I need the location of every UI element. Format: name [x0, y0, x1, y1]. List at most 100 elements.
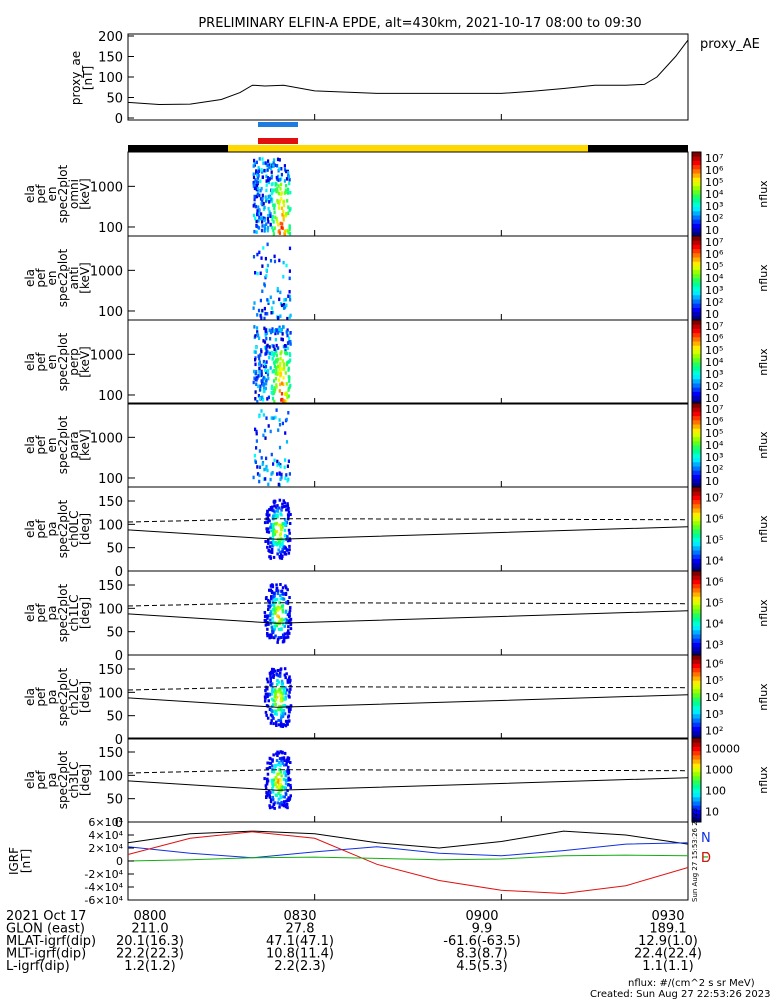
- pitch-angle-cell: [275, 752, 278, 756]
- pitch-angle-cell: [275, 543, 279, 547]
- pitch-angle-cell: [289, 678, 292, 682]
- igrf-N-line: [127, 830, 689, 849]
- spectrogram-cell: [289, 340, 292, 344]
- colorbar-segment: [692, 718, 701, 723]
- spectrogram-cell: [254, 427, 257, 432]
- pitch-angle-cell: [274, 541, 277, 544]
- pitch-angle-cell: [279, 763, 282, 767]
- spectrogram-cell: [280, 303, 284, 308]
- spectrogram-cell: [274, 337, 277, 342]
- anti-loss-cone-line: [127, 602, 689, 607]
- spectrogram-cell: [283, 363, 286, 367]
- panel-ylabel: spec2plot: [56, 499, 70, 558]
- pitch-angle-cell: [288, 611, 291, 615]
- science-bar-blue: [258, 122, 298, 127]
- spectrogram-cell: [288, 385, 291, 389]
- pitch-angle-cell: [282, 618, 285, 622]
- panel-ytick-label: 150: [98, 663, 123, 678]
- colorbar-segment: [692, 805, 701, 810]
- colorbar-tick-label: 10⁶: [705, 248, 724, 261]
- footer-value: 22.2(22.3): [116, 947, 184, 962]
- pitch-angle-cell: [282, 499, 285, 503]
- colorbar-segment: [692, 424, 701, 429]
- spectrogram-cell: [264, 311, 267, 316]
- spectrogram-cell: [288, 315, 291, 319]
- spectrogram-cell: [252, 172, 255, 176]
- pitch-angle-cell: [277, 778, 280, 782]
- spectrogram-cell: [271, 327, 274, 331]
- spectrogram-cell: [283, 164, 286, 168]
- igrf-legend-d: D: [701, 851, 711, 866]
- spectrogram-cell: [278, 167, 281, 171]
- colorbar-tick-label: 10²: [705, 725, 723, 738]
- colorbar-segment: [692, 709, 701, 715]
- colorbar-tick-label: 10³: [705, 708, 723, 721]
- spectrogram-cell: [254, 271, 257, 275]
- igrf-D-line: [127, 831, 689, 895]
- pitch-angle-cell: [266, 761, 269, 765]
- spectrogram-cell: [265, 349, 268, 353]
- pitch-angle-cell: [269, 612, 272, 616]
- spectrogram-cell: [271, 471, 274, 475]
- pitch-angle-cell: [272, 523, 275, 526]
- pitch-angle-cell: [283, 534, 287, 538]
- panel-ylabel: ch1LC: [67, 595, 81, 632]
- spectrogram-cell: [263, 326, 266, 331]
- igrf-ylabel: [nT]: [19, 849, 33, 873]
- pitch-angle-cell: [265, 622, 269, 626]
- spectrogram-cell: [255, 219, 258, 224]
- panel-ylabel: pa: [45, 606, 59, 621]
- colorbar-segment: [692, 617, 701, 622]
- pitch-angle-cell: [269, 541, 273, 545]
- colorbar-tick-label: 10⁴: [705, 618, 724, 631]
- colorbar-tick-label: 10⁶: [705, 513, 724, 526]
- spectrogram-cell: [275, 408, 278, 412]
- spectrogram-cell: [256, 313, 259, 317]
- spectrogram-cell: [285, 330, 288, 334]
- spectrogram-cell: [280, 192, 283, 196]
- spectrogram-cell: [277, 223, 280, 227]
- spectrogram-cell: [274, 181, 277, 186]
- spectrogram-cell: [263, 386, 266, 391]
- pitch-angle-cell: [267, 598, 270, 602]
- pitch-angle-cell: [279, 778, 282, 782]
- spectrogram-cell: [269, 429, 272, 434]
- colorbar-segment: [692, 215, 701, 220]
- pitch-angle-cell: [279, 523, 282, 527]
- colorbar-tick-label: 10⁵: [705, 534, 723, 547]
- colorbar-tick-label: 10⁶: [705, 332, 724, 345]
- colorbar-segment: [692, 432, 701, 438]
- spectrogram-cell: [263, 382, 266, 386]
- spectrogram-cell: [259, 314, 262, 318]
- spectrogram-cell: [280, 371, 283, 376]
- spectrogram-cell: [270, 452, 273, 457]
- colorbar-segment: [692, 349, 701, 355]
- pitch-angle-cell: [266, 632, 269, 635]
- pitch-angle-cell: [277, 688, 281, 692]
- pitch-angle-cell: [283, 624, 286, 628]
- spectrogram-cell: [276, 472, 279, 476]
- proxy-ae-ytick-label: 200: [98, 30, 123, 45]
- spectrogram-cell: [254, 334, 257, 338]
- pitch-angle-cell: [276, 763, 280, 767]
- pitch-angle-cell: [271, 600, 275, 604]
- pitch-angle-cell: [267, 527, 270, 531]
- pitch-angle-cell: [275, 724, 278, 727]
- pitch-angle-cell: [280, 713, 283, 717]
- spectrogram-cell: [272, 391, 276, 395]
- spectrogram-cell: [282, 215, 285, 219]
- spectrogram-cell: [256, 330, 259, 334]
- spectrogram-cell: [277, 482, 280, 487]
- colorbar-label: nflux: [757, 264, 770, 292]
- pitch-angle-cell: [276, 513, 279, 517]
- pitch-angle-cell: [280, 627, 283, 631]
- colorbar-segment: [692, 160, 701, 166]
- spectrogram-cell: [258, 414, 261, 419]
- pitch-angle-cell: [273, 499, 276, 503]
- spectrogram-cell: [261, 220, 264, 224]
- pitch-angle-cell: [281, 750, 284, 754]
- pitch-angle-cell: [284, 609, 288, 613]
- pitch-angle-cell: [267, 608, 270, 611]
- spectrogram-cell: [276, 331, 280, 335]
